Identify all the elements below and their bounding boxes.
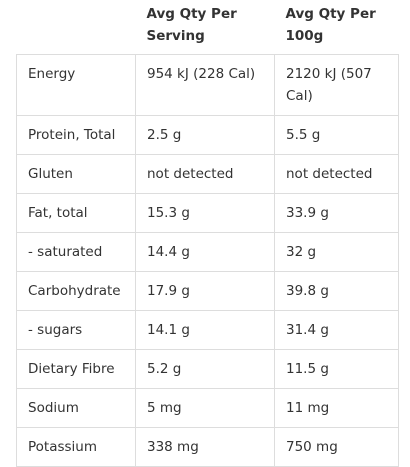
- nutrient-value: 11 mg: [274, 388, 399, 428]
- table-row: Carbohydrate 17.9 g 39.8 g: [16, 271, 399, 311]
- nutrient-value: 5.2 g: [135, 349, 275, 389]
- nutrient-name: Carbohydrate: [16, 271, 136, 311]
- table-row: Gluten not detected not detected: [16, 154, 399, 194]
- nutrient-value: not detected: [135, 154, 275, 194]
- nutrient-value: 39.8 g: [274, 271, 399, 311]
- table-row: Potassium 338 mg 750 mg: [16, 427, 399, 467]
- header-row: Avg Qty Per Serving Avg Qty Per 100g: [17, 0, 399, 55]
- table-row: Sodium 5 mg 11 mg: [16, 388, 399, 428]
- header-cell: Avg Qty Per 100g: [285, 6, 376, 44]
- nutrient-value: 33.9 g: [274, 193, 399, 233]
- nutrient-value: 17.9 g: [135, 271, 275, 311]
- nutrient-name: Protein, Total: [16, 115, 136, 155]
- nutrient-name: Sodium: [16, 388, 136, 428]
- nutrient-value: 5 mg: [135, 388, 275, 428]
- table-row: Fat, total 15.3 g 33.9 g: [16, 193, 399, 233]
- nutrient-name: Gluten: [16, 154, 136, 194]
- table-row: Dietary Fibre 5.2 g 11.5 g: [16, 349, 399, 389]
- nutrient-value: 954 kJ (228 Cal): [135, 54, 275, 116]
- nutrient-name: - saturated: [16, 232, 136, 272]
- header-cell: Avg Qty Per Serving: [146, 6, 237, 44]
- nutrient-value: 14.4 g: [135, 232, 275, 272]
- nutrient-value: 11.5 g: [274, 349, 399, 389]
- nutrient-value: 32 g: [274, 232, 399, 272]
- table-body: Energy 954 kJ (228 Cal) 2120 kJ (507 Cal) P…: [16, 54, 399, 467]
- nutrient-value: 15.3 g: [135, 193, 275, 233]
- nutrient-value: 14.1 g: [135, 310, 275, 350]
- nutrient-value: not detected: [274, 154, 399, 194]
- nutrient-value: 338 mg: [135, 427, 275, 467]
- nutrition-table: Avg Qty Per Serving Avg Qty Per 100g Ene…: [16, 0, 399, 467]
- nutrient-name: Fat, total: [16, 193, 136, 233]
- nutrient-value: 31.4 g: [274, 310, 399, 350]
- nutrient-value: 2.5 g: [135, 115, 275, 155]
- nutrient-name: Potassium: [16, 427, 136, 467]
- table-row: - sugars 14.1 g 31.4 g: [16, 310, 399, 350]
- table-row: Protein, Total 2.5 g 5.5 g: [16, 115, 399, 155]
- header-empty: [17, 0, 136, 55]
- table-row: Energy 954 kJ (228 Cal) 2120 kJ (507 Cal): [16, 54, 399, 116]
- table-row: - saturated 14.4 g 32 g: [16, 232, 399, 272]
- table-header: Avg Qty Per Serving Avg Qty Per 100g: [17, 0, 399, 55]
- nutrient-value: 5.5 g: [274, 115, 399, 155]
- nutrient-name: Dietary Fibre: [16, 349, 136, 389]
- nutrient-name: - sugars: [16, 310, 136, 350]
- nutrient-name: Energy: [16, 54, 136, 116]
- nutrient-value: 750 mg: [274, 427, 399, 467]
- nutrient-value: 2120 kJ (507 Cal): [274, 54, 399, 116]
